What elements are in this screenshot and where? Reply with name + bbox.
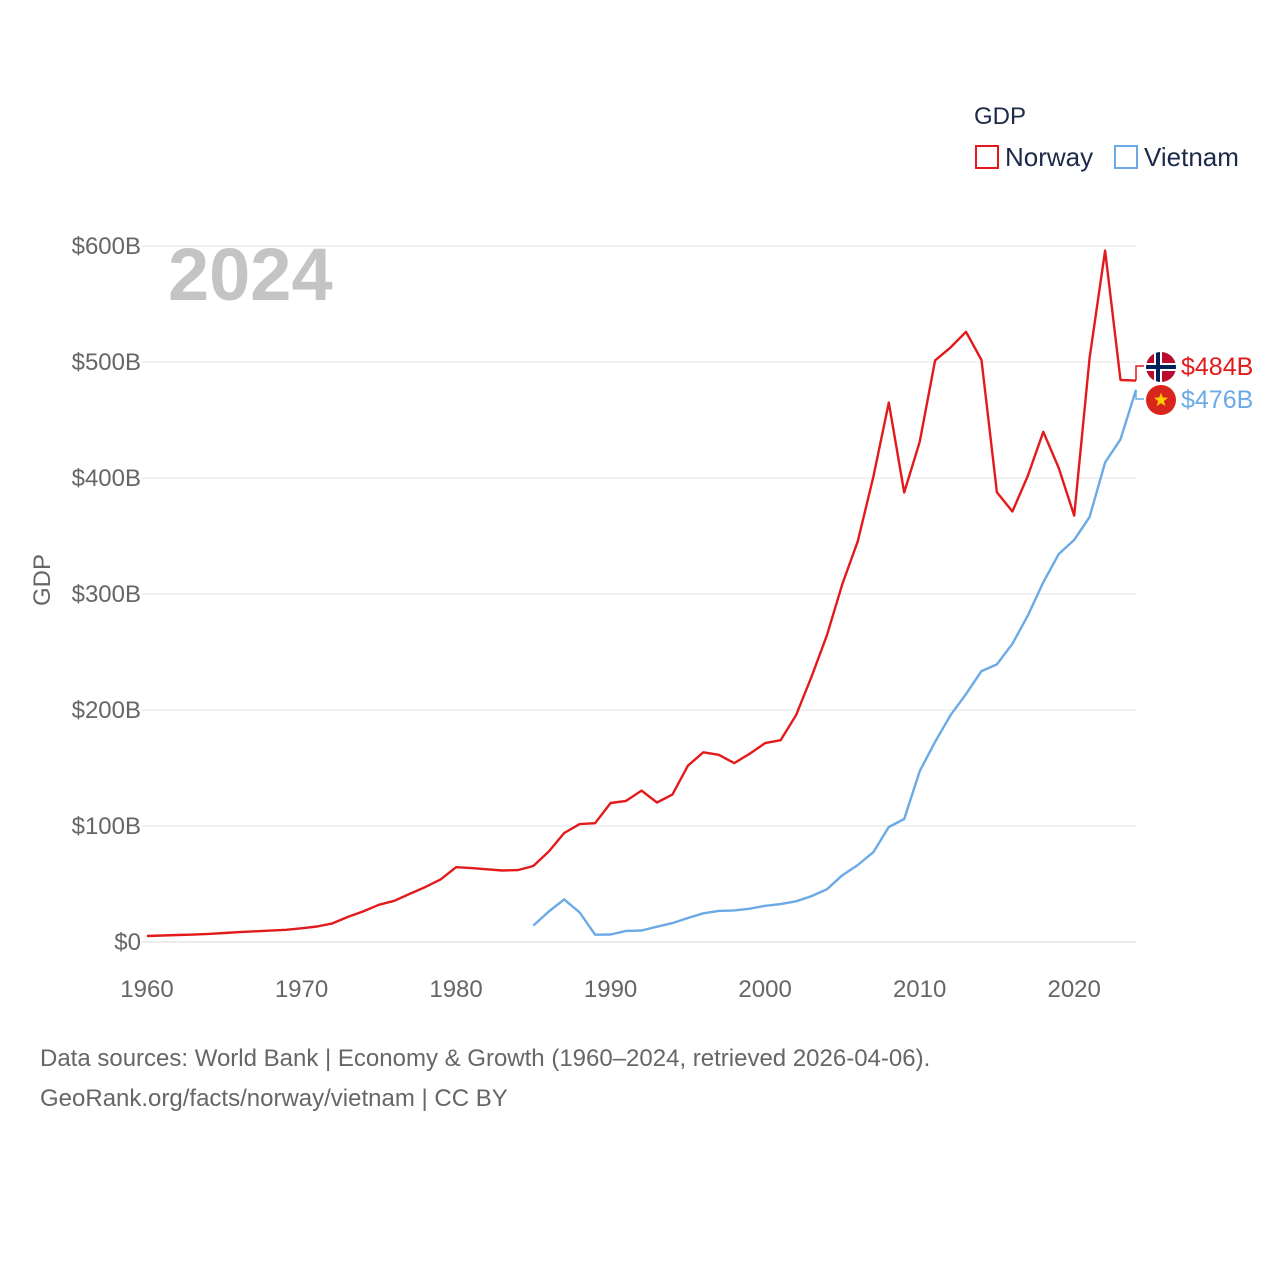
- legend-label-vietnam: Vietnam: [1144, 142, 1239, 172]
- series-line-vietnam[interactable]: [532, 389, 1138, 936]
- x-tick-label: 1980: [429, 976, 482, 1003]
- legend-item-vietnam[interactable]: Vietnam: [1114, 142, 1239, 172]
- y-axis-ticks: $0 $100B $200B $300B $400B $500B $600B: [72, 233, 141, 956]
- leader-line: [1135, 365, 1144, 381]
- end-value-label-norway: $484B: [1181, 353, 1253, 381]
- y-tick-label: $400B: [72, 465, 141, 492]
- y-tick-label: $500B: [72, 349, 141, 376]
- source-link[interactable]: GeoRank.org/facts/norway/vietnam | CC BY: [40, 1085, 508, 1112]
- legend-item-norway[interactable]: Norway: [975, 142, 1093, 172]
- source-note: Data sources: World Bank | Economy & Gro…: [40, 1045, 931, 1072]
- vietnam-flag-icon: [1146, 385, 1176, 415]
- legend-swatch-vietnam: [1114, 145, 1138, 169]
- y-tick-label: $200B: [72, 697, 141, 724]
- y-tick-label: $0: [114, 929, 141, 956]
- x-tick-label: 1990: [584, 976, 637, 1003]
- y-tick-label: $100B: [72, 813, 141, 840]
- end-value-label-vietnam: $476B: [1181, 386, 1253, 414]
- x-tick-label: 1970: [275, 976, 328, 1003]
- y-tick-label: $300B: [72, 581, 141, 608]
- grid-lines: [141, 245, 1136, 943]
- end-labels: $484B $476B: [1135, 352, 1253, 415]
- x-tick-label: 1960: [120, 976, 173, 1003]
- x-axis-ticks: 1960 1970 1980 1990 2000 2010 2020: [120, 976, 1101, 1003]
- norway-flag-icon: [1146, 352, 1176, 382]
- y-axis-label: GDP: [29, 554, 56, 606]
- legend-label-norway: Norway: [1005, 142, 1093, 172]
- year-watermark: 2024: [168, 233, 333, 316]
- legend-title: GDP: [974, 103, 1026, 130]
- leader-line: [1135, 389, 1144, 400]
- line-chart: 2024 $0 $100B $200B $300B $400B $500B $600B 19…: [29, 103, 1253, 1003]
- x-tick-label: 2000: [738, 976, 791, 1003]
- x-tick-label: 2010: [893, 976, 946, 1003]
- x-tick-label: 2020: [1047, 976, 1100, 1003]
- series-lines: [146, 249, 1138, 938]
- legend-swatch-norway: [975, 145, 999, 169]
- legend: GDP Norway Vietnam: [974, 103, 1239, 172]
- y-tick-label: $600B: [72, 233, 141, 260]
- series-line-norway[interactable]: [146, 249, 1137, 938]
